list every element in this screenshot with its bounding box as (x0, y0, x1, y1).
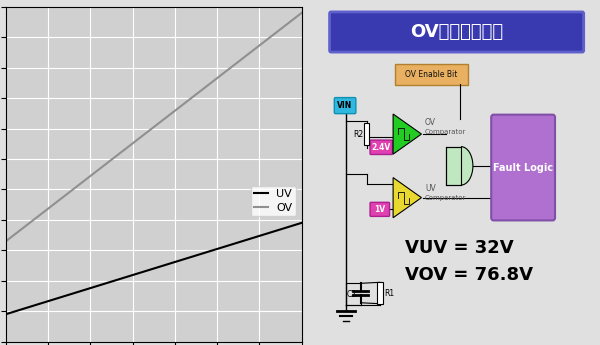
FancyBboxPatch shape (329, 12, 584, 52)
Text: R1: R1 (384, 288, 394, 297)
Text: 2.4V: 2.4V (371, 143, 391, 152)
FancyBboxPatch shape (370, 140, 392, 155)
Polygon shape (461, 147, 473, 185)
Polygon shape (393, 178, 421, 218)
Text: OV功能可以關閉: OV功能可以關閉 (410, 23, 503, 41)
Text: R2: R2 (353, 130, 363, 139)
Text: OV: OV (425, 118, 436, 127)
Text: Fault Logic: Fault Logic (493, 162, 553, 172)
Text: C2: C2 (346, 290, 356, 299)
Text: OV Enable Bit: OV Enable Bit (406, 70, 458, 79)
Text: VUV = 32V: VUV = 32V (405, 239, 514, 257)
Text: Comparator: Comparator (425, 129, 466, 135)
Bar (364, 123, 370, 145)
FancyBboxPatch shape (395, 64, 468, 85)
Polygon shape (393, 114, 421, 154)
FancyBboxPatch shape (491, 115, 555, 220)
Bar (446, 147, 461, 185)
FancyBboxPatch shape (334, 98, 356, 114)
Text: VOV = 76.8V: VOV = 76.8V (405, 266, 533, 284)
Text: 1V: 1V (374, 205, 385, 214)
Text: VIN: VIN (337, 101, 353, 110)
Text: UV: UV (425, 184, 436, 193)
Bar (377, 282, 383, 304)
Legend: UV, OV: UV, OV (251, 186, 296, 216)
FancyBboxPatch shape (370, 202, 389, 216)
Text: Comparator: Comparator (425, 195, 466, 201)
Title: UV OV Setting with 10 k Low
Side Resistor: UV OV Setting with 10 k Low Side Resisto… (41, 0, 266, 2)
